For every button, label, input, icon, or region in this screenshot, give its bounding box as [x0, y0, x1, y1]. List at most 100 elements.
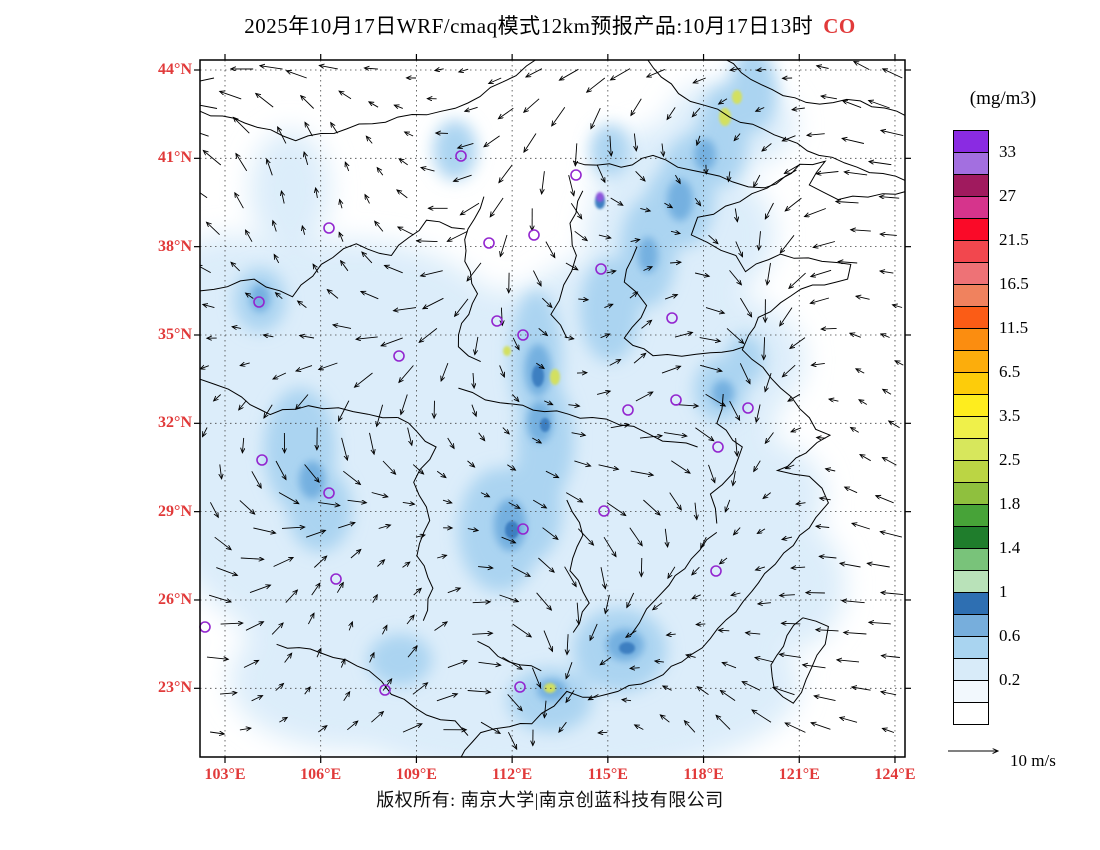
wind-arrow: [660, 715, 670, 723]
wind-arrow: [842, 601, 865, 603]
wind-arrow: [767, 262, 771, 285]
wind-arrow: [784, 164, 800, 174]
wind-arrow: [755, 658, 774, 663]
wind-arrow: [643, 499, 660, 515]
wind-arrow: [568, 405, 579, 406]
colorbar-tick-label: 1.8: [999, 494, 1021, 513]
wind-arrow: [821, 96, 837, 100]
wind-arrow: [419, 328, 438, 342]
wind-arrow: [307, 613, 314, 625]
wind-arrow: [478, 432, 485, 441]
wind-arrow: [394, 307, 417, 311]
wind-arrow: [316, 649, 321, 658]
copyright-footer: 版权所有: 南京大学|南京创蓝科技有限公司: [376, 790, 724, 810]
wind-arrow: [780, 654, 801, 658]
lat-label: 41°N: [158, 149, 192, 167]
wind-arrow: [565, 492, 582, 503]
station-marker: [323, 487, 335, 499]
wind-arrow: [538, 328, 548, 335]
station-marker: [517, 329, 529, 341]
wind-arrow: [382, 679, 392, 691]
wind-arrow: [313, 556, 326, 568]
wind-arrow: [705, 307, 724, 314]
wind-arrow: [699, 337, 721, 342]
wind-arrow: [398, 227, 414, 236]
colorbar-tick-label: 6.5: [999, 362, 1021, 381]
wind-arrow: [819, 556, 837, 558]
wind-arrow: [811, 723, 831, 730]
colorbar-segment: [953, 284, 989, 307]
wind-arrow: [382, 460, 396, 474]
wind-arrow: [817, 66, 829, 69]
wind-arrow: [881, 130, 904, 137]
wind-arrow: [319, 65, 338, 70]
wind-arrow: [564, 337, 574, 339]
wind-arrow: [626, 630, 637, 638]
wind-arrow: [239, 728, 251, 730]
wind-arrow: [436, 470, 446, 477]
wind-arrow: [251, 696, 263, 702]
wind-arrow: [647, 68, 665, 77]
wind-arrow: [838, 262, 858, 263]
wind-arrow: [542, 527, 558, 540]
colorbar-unit-label: (mg/m3): [969, 88, 1037, 109]
colorbar-segment: [953, 240, 989, 263]
wind-arrow: [667, 634, 676, 635]
wind-arrow: [501, 536, 516, 543]
wind-arrow: [629, 292, 638, 299]
wind-arrow: [816, 630, 839, 631]
wind-arrow: [499, 164, 513, 183]
wind-arrow: [564, 566, 577, 587]
wind-arrow: [639, 436, 662, 438]
wind-arrow: [341, 437, 348, 460]
wind-arrow: [531, 667, 540, 688]
wind-arrow: [437, 555, 446, 558]
wind-arrow: [840, 563, 861, 568]
wind-arrow: [366, 136, 373, 144]
wind-arrow: [606, 271, 616, 273]
wind-arrow: [719, 98, 728, 104]
wind-arrow: [739, 363, 750, 383]
wind-arrow: [730, 69, 741, 71]
wind-arrow: [273, 558, 294, 567]
station-marker: [483, 237, 495, 249]
wind-arrow: [578, 299, 588, 300]
wind-arrow: [758, 603, 771, 604]
wind-arrow: [412, 464, 423, 474]
wind-arrow: [653, 602, 663, 610]
wind-arrow: [735, 241, 743, 257]
wind-arrow: [200, 132, 209, 137]
wind-arrow: [598, 235, 611, 238]
wind-arrow: [377, 168, 384, 176]
wind-arrow: [643, 267, 653, 271]
wind-arrow: [541, 297, 552, 307]
colorbar-tick-label: 16.5: [999, 274, 1029, 293]
wind-arrow: [203, 304, 215, 309]
wind-arrow: [790, 337, 806, 349]
wind-arrow: [782, 537, 793, 539]
wind-arrow: [568, 174, 574, 196]
wind-arrow: [355, 372, 373, 387]
wind-arrow: [371, 712, 383, 723]
wind-arrow: [502, 427, 509, 434]
wind-arrow: [880, 532, 903, 538]
wind-arrow: [478, 661, 501, 665]
wind-arrow: [343, 470, 360, 484]
wind-arrow: [852, 523, 870, 530]
wind-arrow: [216, 567, 237, 576]
wind-arrow: [465, 106, 478, 111]
wind-arrow: [339, 232, 343, 242]
wind-arrow: [844, 632, 867, 634]
wind-arrow: [708, 464, 715, 483]
wind-arrow: [260, 66, 283, 70]
wind-arrow: [236, 154, 248, 172]
wind-arrow: [502, 656, 523, 669]
wind-arrow: [300, 336, 315, 338]
colorbar-segment: [953, 592, 989, 615]
wind-arrow: [302, 226, 304, 235]
wind-arrow: [402, 562, 410, 568]
wind-arrow: [369, 432, 375, 454]
wind-arrow: [442, 500, 452, 503]
wind-arrow: [402, 502, 415, 504]
wind-arrow: [696, 624, 706, 625]
